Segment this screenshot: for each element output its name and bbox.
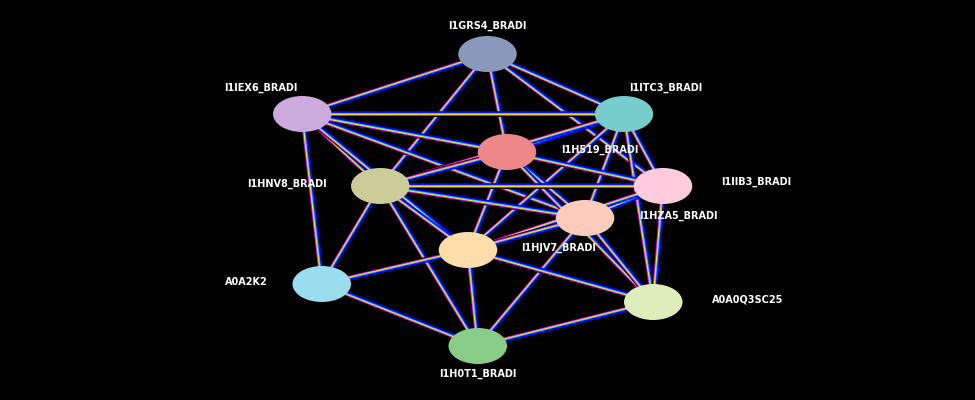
Ellipse shape (273, 96, 332, 132)
Text: I1H0T1_BRADI: I1H0T1_BRADI (439, 369, 517, 380)
Ellipse shape (439, 232, 497, 268)
Text: A0A0Q3SC25: A0A0Q3SC25 (712, 295, 783, 305)
Text: I1IIB3_BRADI: I1IIB3_BRADI (722, 177, 792, 187)
Ellipse shape (478, 134, 536, 170)
Text: I1HJV7_BRADI: I1HJV7_BRADI (522, 243, 597, 253)
Ellipse shape (556, 200, 614, 236)
Ellipse shape (634, 168, 692, 204)
Text: I1ITC3_BRADI: I1ITC3_BRADI (629, 83, 702, 93)
Text: I1GRS4_BRADI: I1GRS4_BRADI (448, 20, 526, 31)
Ellipse shape (448, 328, 507, 364)
Text: I1IEX6_BRADI: I1IEX6_BRADI (224, 83, 297, 93)
Ellipse shape (624, 284, 682, 320)
Ellipse shape (292, 266, 351, 302)
Text: A0A2K2: A0A2K2 (225, 277, 268, 287)
Text: I1HZA5_BRADI: I1HZA5_BRADI (639, 211, 718, 221)
Ellipse shape (595, 96, 653, 132)
Ellipse shape (458, 36, 517, 72)
Ellipse shape (351, 168, 410, 204)
Text: I1H519_BRADI: I1H519_BRADI (561, 145, 638, 155)
Text: I1HNV8_BRADI: I1HNV8_BRADI (247, 179, 327, 189)
